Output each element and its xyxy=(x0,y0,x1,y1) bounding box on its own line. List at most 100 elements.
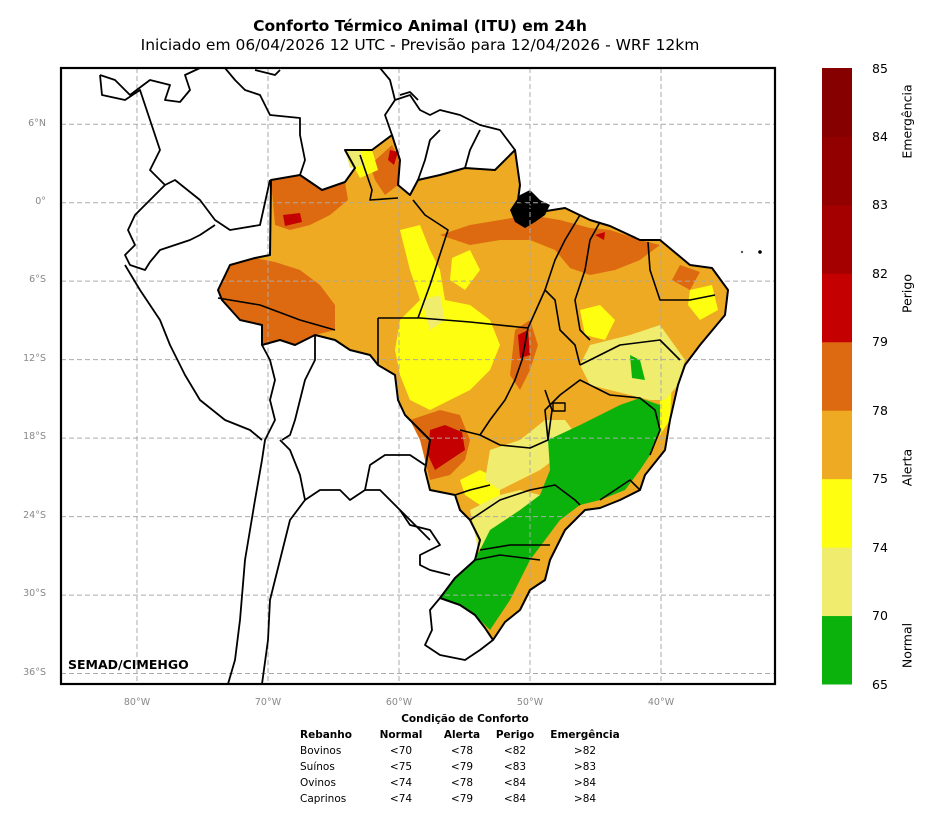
country-border xyxy=(124,184,216,271)
country-border xyxy=(304,489,451,576)
state-border xyxy=(359,154,399,201)
map-frame xyxy=(59,66,777,686)
field-patch-green xyxy=(440,398,660,630)
comfort-table-cell: >84 xyxy=(573,777,597,789)
chart-subtitle: Iniciado em 06/04/2026 12 UTC - Previsão… xyxy=(140,36,700,54)
state-border xyxy=(479,389,553,449)
colorbar-category-alerta: Alerta xyxy=(899,448,915,487)
country-border xyxy=(227,344,276,684)
state-border xyxy=(599,479,641,501)
lat-tick-label: 6°S xyxy=(29,274,46,285)
map-area xyxy=(61,68,775,684)
country-border xyxy=(99,68,201,103)
country-border xyxy=(224,68,306,176)
state-border xyxy=(474,554,541,561)
field-patch-green xyxy=(630,355,645,380)
field-patch-yellow xyxy=(450,250,480,290)
colorbar-tick-label: 82 xyxy=(872,266,888,281)
lat-tick-label: 24°S xyxy=(23,510,46,521)
comfort-table-header: Alerta xyxy=(443,729,481,741)
comfort-table-cell: <74 xyxy=(389,793,413,805)
lat-tick-label: 0° xyxy=(35,196,46,207)
country-border xyxy=(424,597,494,661)
state-border xyxy=(217,297,336,331)
comfort-table-header: Rebanho xyxy=(300,729,352,741)
state-border xyxy=(574,221,601,341)
comfort-table-cell: <83 xyxy=(503,761,527,773)
lon-tick-label: 60°W xyxy=(385,697,413,708)
state-border xyxy=(469,484,581,521)
comfort-table-cell: <75 xyxy=(389,761,413,773)
itu-field xyxy=(218,135,728,640)
comfort-table-cell: Bovinos xyxy=(300,745,342,757)
country-border xyxy=(417,129,441,181)
comfort-table-cell: <79 xyxy=(450,793,474,805)
state-border xyxy=(412,199,449,319)
comfort-table-header: Perigo xyxy=(495,729,535,741)
comfort-table-cell: >82 xyxy=(573,745,597,757)
credit-label: SEMAD/CIMEHGO xyxy=(68,657,189,672)
state-border xyxy=(454,484,491,496)
colorbar-tick-label: 84 xyxy=(872,129,888,144)
field-patch-light-yellow xyxy=(345,150,365,168)
state-border xyxy=(527,214,581,329)
lat-tick-label: 12°S xyxy=(23,353,46,364)
comfort-table-caption: Condição de Conforto xyxy=(401,713,529,725)
lat-tick-label: 30°S xyxy=(23,588,46,599)
comfort-table-cell: <78 xyxy=(450,777,474,789)
colorbar-bin xyxy=(822,341,852,411)
colorbar-bin xyxy=(822,410,852,480)
colorbar-tick-label: 79 xyxy=(872,334,888,349)
comfort-table-cell: >84 xyxy=(573,793,597,805)
state-border xyxy=(544,379,661,456)
comfort-table-cell: <82 xyxy=(503,745,527,757)
comfort-table-cell: <79 xyxy=(450,761,474,773)
federal-district-border xyxy=(552,402,566,412)
field-patch-dark-orange xyxy=(218,258,335,345)
colorbar-tick-label: 78 xyxy=(872,403,888,418)
lon-tick-label: 40°W xyxy=(647,697,675,708)
country-border xyxy=(399,509,431,541)
field-patch-dark-orange xyxy=(672,265,700,290)
island-marker xyxy=(758,250,762,254)
colorbar-category-perigo: Perigo xyxy=(899,274,915,313)
field-patch-red xyxy=(283,213,302,226)
colorbar-tick-label: 85 xyxy=(872,61,888,76)
comfort-table-cell: <70 xyxy=(389,745,413,757)
field-patch-red xyxy=(595,232,605,240)
comfort-table-header: Normal xyxy=(379,729,423,741)
colorbar-bin xyxy=(822,547,852,617)
colorbar-tick-label: 83 xyxy=(872,197,888,212)
lon-tick-label: 80°W xyxy=(123,697,151,708)
country-border xyxy=(281,335,316,441)
colorbar-category-normal: Normal xyxy=(899,622,915,669)
borders xyxy=(99,68,729,684)
comfort-table-cell: <84 xyxy=(503,793,527,805)
state-border xyxy=(544,289,581,366)
comfort-table-cell: >83 xyxy=(573,761,597,773)
state-border xyxy=(647,241,716,301)
country-border xyxy=(124,264,263,441)
comfort-table-cell: <84 xyxy=(503,777,527,789)
colorbar-bin xyxy=(822,478,852,548)
field-patch-yellow xyxy=(395,225,500,410)
country-border xyxy=(464,129,481,169)
colorbar-bin xyxy=(822,615,852,685)
country-border xyxy=(254,69,281,76)
state-border xyxy=(579,339,681,366)
comfort-table-cell: Caprinos xyxy=(300,793,347,805)
colorbar-bin xyxy=(822,273,852,343)
field-patch-yellow xyxy=(580,305,615,340)
colorbar-tick-label: 74 xyxy=(872,540,888,555)
state-border xyxy=(479,544,550,551)
colorbar xyxy=(822,68,852,685)
comfort-table-header: Emergência xyxy=(550,729,620,741)
colorbar-tick-label: 65 xyxy=(872,677,888,692)
country-border xyxy=(394,94,516,151)
lon-tick-label: 70°W xyxy=(254,697,282,708)
field-patch-red xyxy=(428,425,465,470)
field-patch-dark-orange xyxy=(440,215,660,275)
field-patch-red xyxy=(518,330,530,358)
lat-tick-label: 6°N xyxy=(28,118,46,129)
